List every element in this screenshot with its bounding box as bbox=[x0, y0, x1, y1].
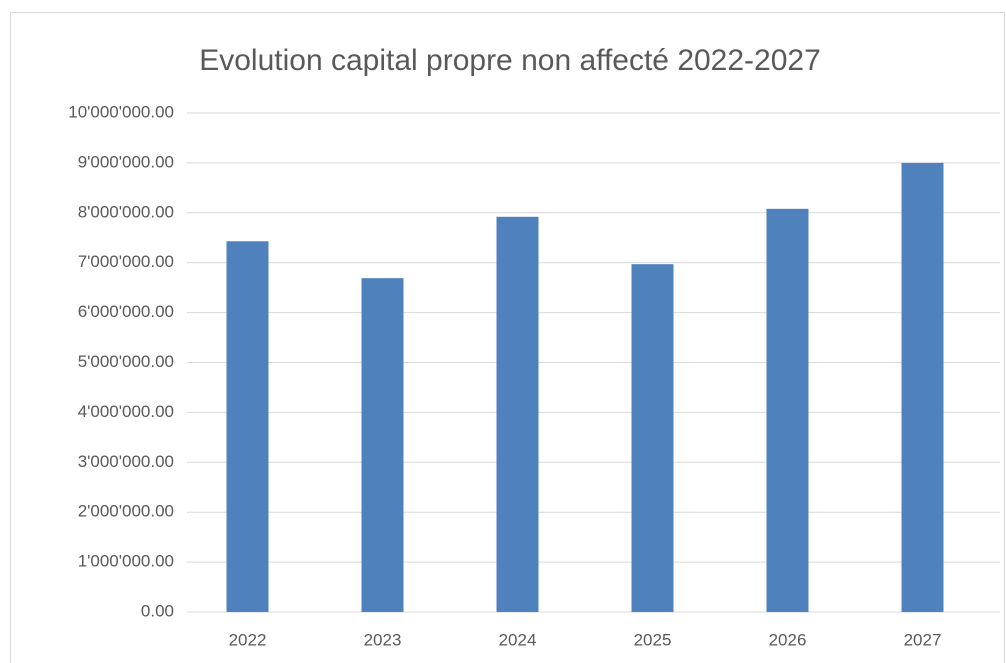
y-tick-label: 3'000'000.00 bbox=[78, 452, 174, 471]
x-tick-label: 2024 bbox=[499, 630, 537, 649]
x-tick-label: 2022 bbox=[229, 630, 267, 649]
y-tick-label: 10'000'000.00 bbox=[68, 102, 174, 121]
chart-title: Evolution capital propre non affecté 202… bbox=[199, 44, 821, 77]
x-tick-label: 2027 bbox=[904, 630, 942, 649]
y-tick-label: 9'000'000.00 bbox=[78, 152, 174, 171]
y-tick-label: 8'000'000.00 bbox=[78, 202, 174, 221]
x-tick-label: 2023 bbox=[364, 630, 402, 649]
y-tick-label: 6'000'000.00 bbox=[78, 302, 174, 321]
y-tick-label: 0.00 bbox=[141, 601, 174, 620]
y-tick-label: 2'000'000.00 bbox=[78, 502, 174, 521]
y-tick-label: 5'000'000.00 bbox=[78, 352, 174, 371]
bar bbox=[226, 241, 269, 613]
bar bbox=[361, 278, 404, 612]
x-tick-label: 2025 bbox=[634, 630, 672, 649]
bar bbox=[631, 264, 674, 612]
y-tick-label: 4'000'000.00 bbox=[78, 402, 174, 421]
bar bbox=[766, 208, 809, 613]
y-tick-label: 7'000'000.00 bbox=[78, 252, 174, 271]
y-tick-label: 1'000'000.00 bbox=[78, 552, 174, 571]
x-tick-label: 2026 bbox=[769, 630, 807, 649]
bar bbox=[496, 216, 539, 613]
bar bbox=[901, 162, 944, 612]
